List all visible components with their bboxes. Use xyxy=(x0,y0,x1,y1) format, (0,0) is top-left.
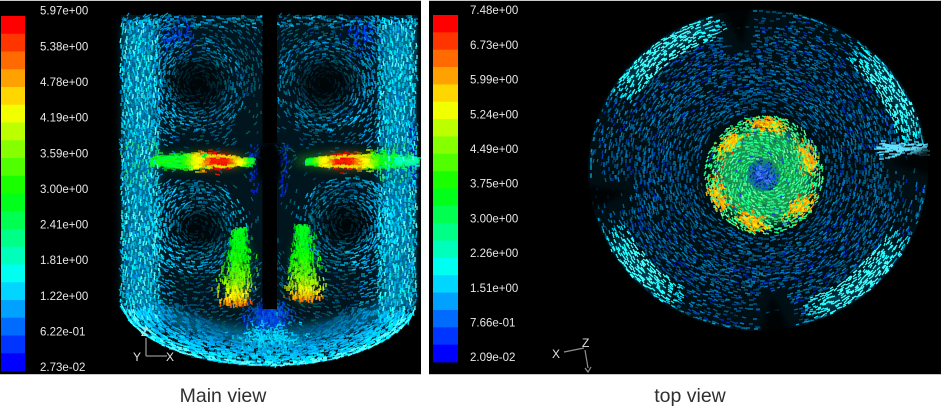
svg-text:5.38e+00: 5.38e+00 xyxy=(40,41,88,53)
svg-text:4.78e+00: 4.78e+00 xyxy=(40,77,88,89)
svg-text:3.00e+00: 3.00e+00 xyxy=(40,184,88,196)
svg-text:6.73e+00: 6.73e+00 xyxy=(470,40,518,52)
svg-text:5.99e+00: 5.99e+00 xyxy=(470,75,518,87)
svg-text:4.49e+00: 4.49e+00 xyxy=(470,144,518,156)
svg-text:Z: Z xyxy=(141,325,148,339)
svg-text:2.26e+00: 2.26e+00 xyxy=(470,248,518,260)
svg-text:Z: Z xyxy=(582,336,589,350)
svg-text:Y: Y xyxy=(133,350,141,364)
svg-text:5.97e+00: 5.97e+00 xyxy=(40,6,88,18)
svg-text:1.81e+00: 1.81e+00 xyxy=(40,255,88,267)
svg-text:3.75e+00: 3.75e+00 xyxy=(470,179,518,191)
svg-text:2.73e-02: 2.73e-02 xyxy=(40,362,85,374)
svg-text:3.59e+00: 3.59e+00 xyxy=(40,148,88,160)
svg-text:3.00e+00: 3.00e+00 xyxy=(470,213,518,225)
svg-text:X: X xyxy=(166,350,174,364)
svg-text:X: X xyxy=(552,347,560,361)
svg-text:7.48e+00: 7.48e+00 xyxy=(470,5,518,17)
svg-text:2.41e+00: 2.41e+00 xyxy=(40,220,88,232)
svg-text:4.19e+00: 4.19e+00 xyxy=(40,113,88,125)
svg-text:1.51e+00: 1.51e+00 xyxy=(470,283,518,295)
svg-text:7.66e-01: 7.66e-01 xyxy=(470,318,515,330)
svg-text:Main view: Main view xyxy=(180,385,268,406)
svg-text:1.22e+00: 1.22e+00 xyxy=(40,291,88,303)
svg-text:2.09e-02: 2.09e-02 xyxy=(470,352,515,364)
svg-text:5.24e+00: 5.24e+00 xyxy=(470,109,518,121)
svg-text:top view: top view xyxy=(654,385,726,406)
svg-text:6.22e-01: 6.22e-01 xyxy=(40,327,85,339)
